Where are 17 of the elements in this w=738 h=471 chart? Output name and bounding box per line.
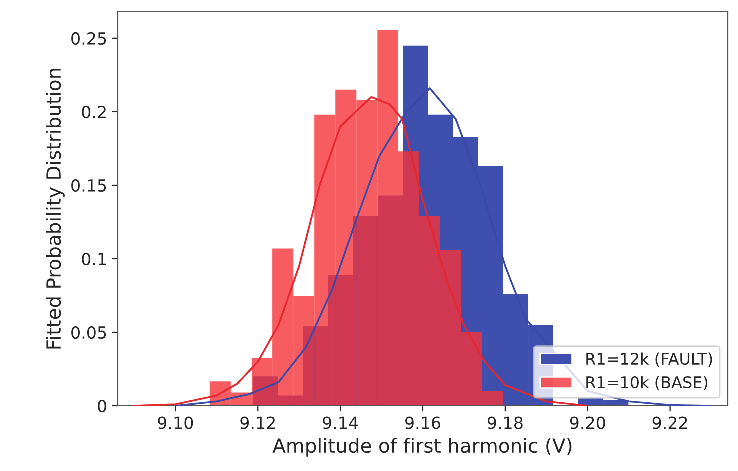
legend-label: R1=12k (FAULT) (586, 352, 712, 367)
x-tick-label: 9.14 (323, 416, 358, 430)
y-tick-label: 0.2 (82, 106, 106, 119)
x-axis-title: Amplitude of first harmonic (V) (272, 438, 572, 457)
y-tick-label: 0.15 (72, 179, 106, 192)
y-tick-label: 0.25 (72, 32, 106, 46)
y-axis-title: Fitted Probability Distribution (46, 68, 65, 349)
x-tick-label: 9.12 (240, 416, 276, 430)
x-tick-label: 9.18 (488, 416, 523, 430)
x-tick-label: 9.16 (405, 416, 441, 430)
y-tick-label: 0.05 (72, 326, 106, 340)
y-tick-label: 0 (98, 400, 106, 413)
x-tick-label: 9.20 (570, 416, 606, 430)
x-tick-label: 9.10 (158, 416, 194, 430)
legend-label: R1=10k (BASE) (586, 376, 708, 390)
y-tick-label: 0.1 (82, 252, 106, 266)
x-tick-label: 9.22 (652, 416, 688, 430)
